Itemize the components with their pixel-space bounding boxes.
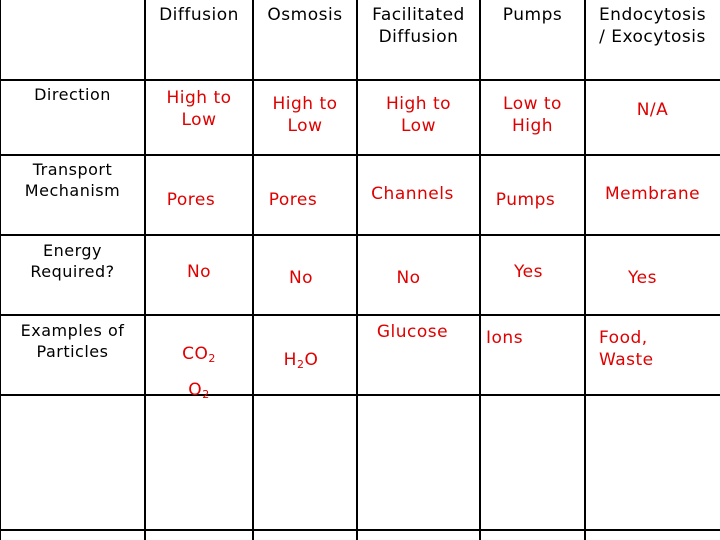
cell-energy-pumps: Yes <box>514 262 543 282</box>
h2o-subscript: 2 <box>296 358 305 371</box>
cell-examples-osmosis-h2o: H2O <box>249 327 353 376</box>
cell-direction-facilitated-diffusion: High to Low <box>385 94 452 136</box>
cell-mechanism-facilitated-diffusion: Channels <box>371 184 454 204</box>
column-header-endocytosis-exocytosis: Endocytosis / Exocytosis <box>598 5 707 47</box>
row-label-direction: Direction <box>34 85 111 104</box>
column-header-pumps: Pumps <box>502 5 563 25</box>
row-label-examples-of-particles: Examples of Particles <box>20 321 125 361</box>
cell-direction-osmosis: High to Low <box>272 94 338 136</box>
cell-mechanism-diffusion: Pores <box>166 190 216 210</box>
column-header-facilitated-diffusion: Facilitated Diffusion <box>372 5 465 47</box>
cell-direction-pumps: Low to High <box>503 94 562 136</box>
cell-direction-endocytosis-exocytosis: N/A <box>636 100 669 120</box>
cell-mechanism-endocytosis-exocytosis: Membrane <box>604 184 701 204</box>
cell-energy-diffusion: No <box>186 262 212 282</box>
row-label-transport-mechanism: Transport Mechanism <box>24 160 121 200</box>
h2o-tail: O <box>304 350 319 370</box>
cell-examples-endocytosis-exocytosis: Food, Waste <box>599 328 654 370</box>
cell-energy-osmosis: No <box>288 268 314 288</box>
co2-text: CO <box>182 344 209 364</box>
cell-energy-facilitated-diffusion: No <box>396 268 421 288</box>
cell-examples-pumps: Ions <box>486 328 524 348</box>
o2-text: O <box>188 380 203 400</box>
cell-examples-diffusion-o2: O2 <box>145 357 253 406</box>
row-label-energy-required: Energy Required? <box>30 241 115 281</box>
cell-examples-diffusion-co2: CO2 <box>145 321 253 370</box>
h2o-text: H <box>283 350 297 370</box>
column-header-diffusion: Diffusion <box>159 5 239 25</box>
cell-direction-diffusion: High to Low <box>166 88 232 130</box>
cell-mechanism-osmosis: Pores <box>268 190 318 210</box>
cell-energy-endocytosis-exocytosis: Yes <box>628 268 657 288</box>
cell-mechanism-pumps: Pumps <box>495 190 556 210</box>
o2-subscript: 2 <box>202 388 210 401</box>
column-header-osmosis: Osmosis <box>267 5 343 25</box>
co2-subscript: 2 <box>208 352 216 365</box>
cell-examples-facilitated-diffusion: Glucose <box>376 322 449 342</box>
